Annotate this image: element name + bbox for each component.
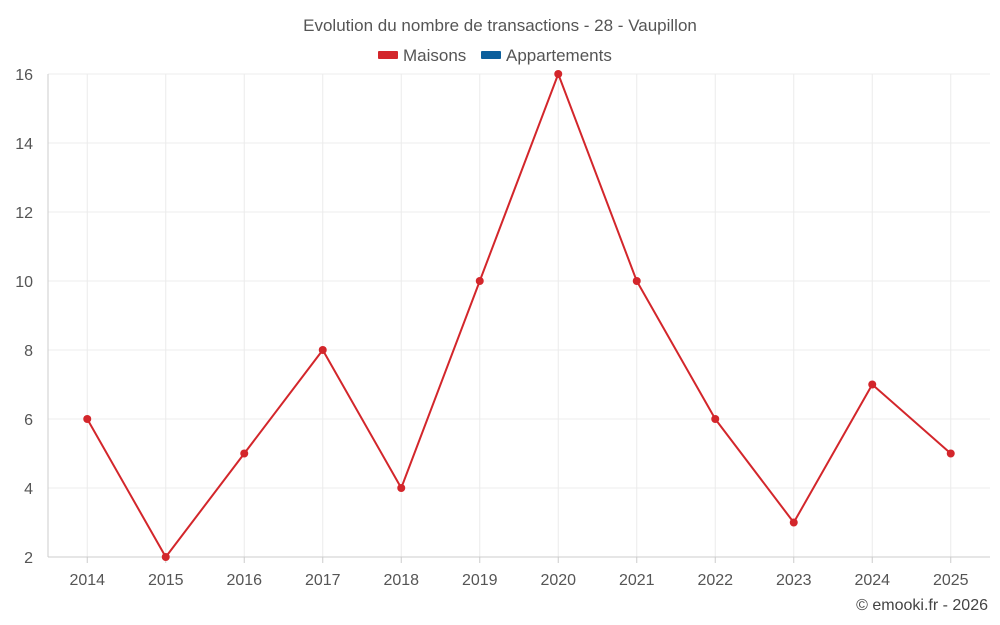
y-tick-label: 14 [15, 136, 33, 153]
x-tick-label: 2019 [462, 572, 498, 589]
y-tick-label: 8 [24, 343, 33, 360]
data-point[interactable] [946, 449, 955, 458]
x-tick-label: 2018 [383, 572, 419, 589]
y-tick-label: 2 [24, 550, 33, 567]
data-point[interactable] [868, 380, 877, 389]
data-point[interactable] [554, 70, 563, 78]
data-point[interactable] [83, 415, 92, 423]
x-tick-label: 2025 [933, 572, 969, 589]
grid [48, 73, 990, 557]
x-tick-label: 2024 [854, 572, 890, 589]
legend-item-maisons[interactable]: Maisons [378, 46, 466, 65]
legend-label-appartements: Appartements [506, 46, 612, 65]
x-tick-label: 2021 [619, 572, 655, 589]
y-tick-label: 4 [24, 481, 33, 498]
x-tick-label: 2017 [305, 572, 341, 589]
y-tick-label: 6 [24, 412, 33, 429]
axes: 2 4 6 8 10 12 14 16 2014 2015 2016 2017 2018 2019 2020… [15, 67, 990, 589]
data-point[interactable] [632, 277, 641, 285]
x-tick-label: 2015 [148, 572, 184, 589]
x-tick-label: 2023 [776, 572, 812, 589]
x-tick-label: 2016 [226, 572, 262, 589]
credit-text: © emooki.fr - 2026 [856, 597, 988, 614]
legend[interactable]: Maisons Appartements [378, 46, 612, 65]
series-maisons [83, 70, 955, 561]
y-tick-label: 16 [15, 67, 33, 84]
y-tick-label: 10 [15, 274, 33, 291]
legend-item-appartements[interactable]: Appartements [481, 46, 612, 65]
data-point[interactable] [789, 518, 798, 527]
x-tick-label: 2020 [540, 572, 576, 589]
data-point[interactable] [318, 346, 327, 354]
data-point[interactable] [161, 553, 170, 561]
legend-swatch-appartements [481, 51, 501, 59]
legend-swatch-maisons [378, 51, 398, 59]
y-tick-label: 12 [15, 205, 33, 222]
legend-label-maisons: Maisons [403, 46, 466, 65]
x-tick-label: 2014 [69, 572, 105, 589]
data-point[interactable] [711, 415, 720, 423]
data-point[interactable] [475, 277, 484, 285]
x-tick-label: 2022 [697, 572, 733, 589]
series-line-maisons [86, 73, 952, 558]
chart-title: Evolution du nombre de transactions - 28… [303, 16, 697, 35]
data-point[interactable] [397, 484, 406, 492]
data-point[interactable] [240, 449, 249, 458]
